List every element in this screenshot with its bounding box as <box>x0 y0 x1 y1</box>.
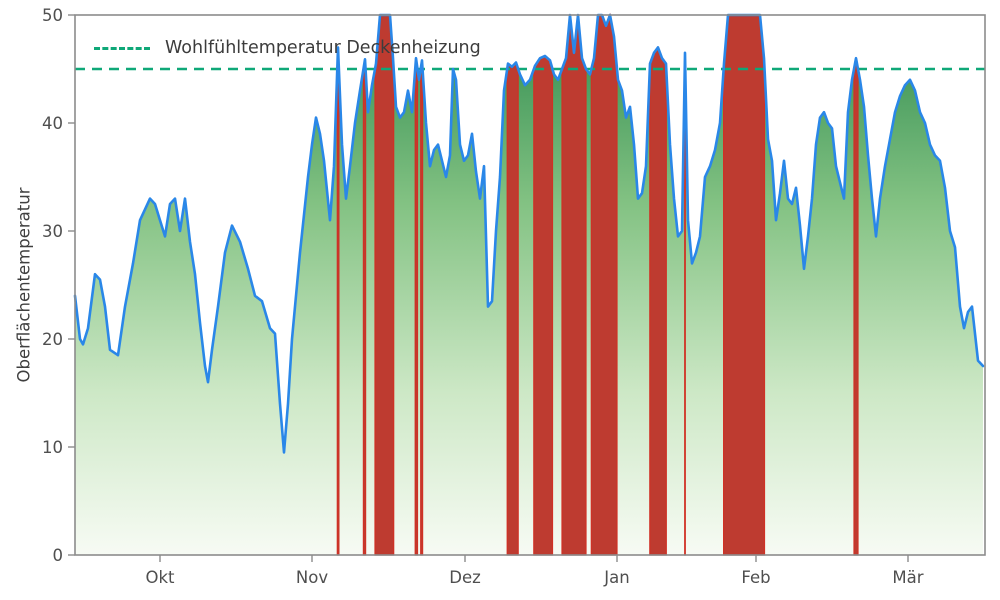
exceedance-region <box>414 58 419 556</box>
exceedance-region <box>420 60 424 556</box>
y-tick-label: 50 <box>42 6 63 25</box>
legend: Wohlfühltemperatur Deckenheizung <box>94 38 481 58</box>
x-tick-label: Mär <box>892 568 923 587</box>
x-tick-label: Feb <box>741 568 770 587</box>
threshold-dashed-line-icon <box>94 46 150 50</box>
exceedance-region <box>533 55 554 556</box>
exceedance-region <box>853 58 859 556</box>
y-tick-label: 30 <box>42 222 63 241</box>
y-tick-label: 40 <box>42 114 63 133</box>
x-tick-label: Jan <box>603 568 629 587</box>
y-axis-label: Oberflächentemperatur <box>14 187 34 383</box>
exceedance-region <box>590 12 618 556</box>
y-tick-label: 10 <box>42 438 63 457</box>
exceedance-region <box>506 61 519 556</box>
exceedance-region <box>374 14 395 556</box>
exceedance-region <box>722 14 766 556</box>
exceedance-region <box>336 47 340 556</box>
exceedance-region <box>561 14 587 556</box>
legend-label: Wohlfühltemperatur Deckenheizung <box>165 38 481 58</box>
temperature-line <box>73 13 985 454</box>
x-tick-label: Dez <box>449 568 481 587</box>
y-tick-label: 0 <box>53 546 64 565</box>
x-tick-label: Nov <box>296 568 328 587</box>
plot-border <box>74 14 986 556</box>
exceedance-region <box>649 46 667 556</box>
y-tick-label: 20 <box>42 330 63 349</box>
exceedance-region <box>362 59 367 556</box>
x-tick-label: Okt <box>145 568 175 587</box>
